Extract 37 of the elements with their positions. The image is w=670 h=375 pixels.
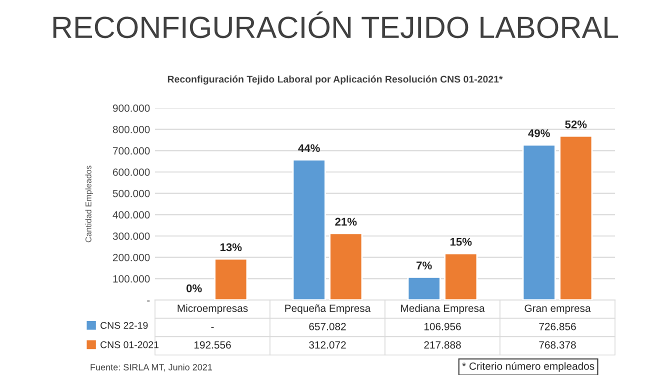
source-note: Fuente: SIRLA MT, Junio 2021 <box>90 364 212 372</box>
data-label: 217.888 <box>424 341 461 349</box>
text: - <box>211 327 214 328</box>
data-label: 312.072 <box>309 341 346 349</box>
text: * Criterio número empleados <box>462 362 594 372</box>
chart-title: RECONFIGURACIÓN TEJIDO LABORAL <box>53 11 618 38</box>
y-tick-label: 600.000 <box>113 168 150 176</box>
chart-subtitle: Reconfiguración Tejido Laboral por Aplicación Resolución CNS 01-2021* <box>168 75 503 85</box>
x-tick-label: Mediana Empresa <box>401 304 485 314</box>
y-tick-label: - <box>147 300 150 302</box>
y-tick-label: 900.000 <box>112 104 150 112</box>
data-label: 106.956 <box>424 322 461 330</box>
data-label: 726.856 <box>539 322 576 330</box>
legend-label: CNS 01-2021 <box>100 341 159 348</box>
annotation: 44% <box>298 144 320 152</box>
y-axis-title: Cantidad Empleados <box>85 166 94 242</box>
annotation: 52% <box>565 120 587 128</box>
data-label: 768.378 <box>539 341 576 349</box>
data-label: 657.082 <box>309 322 346 330</box>
y-tick-label: 300.000 <box>112 232 150 240</box>
annotation: 49% <box>528 129 550 138</box>
y-tick-label: 800.000 <box>112 126 150 134</box>
annotation: 21% <box>335 218 357 226</box>
x-tick-label: Gran empresa <box>524 304 591 314</box>
legend-label: CNS 22-19 <box>100 322 148 329</box>
annotation: 15% <box>450 238 472 246</box>
annotation: 7% <box>416 262 432 270</box>
y-tick-label: 700.000 <box>113 147 150 155</box>
y-tick-label: 500.000 <box>112 190 150 198</box>
y-tick-label: 200.000 <box>113 254 150 262</box>
annotation: 13% <box>220 243 242 252</box>
y-tick-label: 100.000 <box>113 275 150 283</box>
x-tick-label: Pequeña Empresa <box>285 304 371 314</box>
data-label: 192.556 <box>194 341 231 349</box>
annotation: 0% <box>186 284 202 292</box>
x-tick-label: Microempresas <box>178 304 248 314</box>
y-tick-label: 400.000 <box>112 211 150 219</box>
